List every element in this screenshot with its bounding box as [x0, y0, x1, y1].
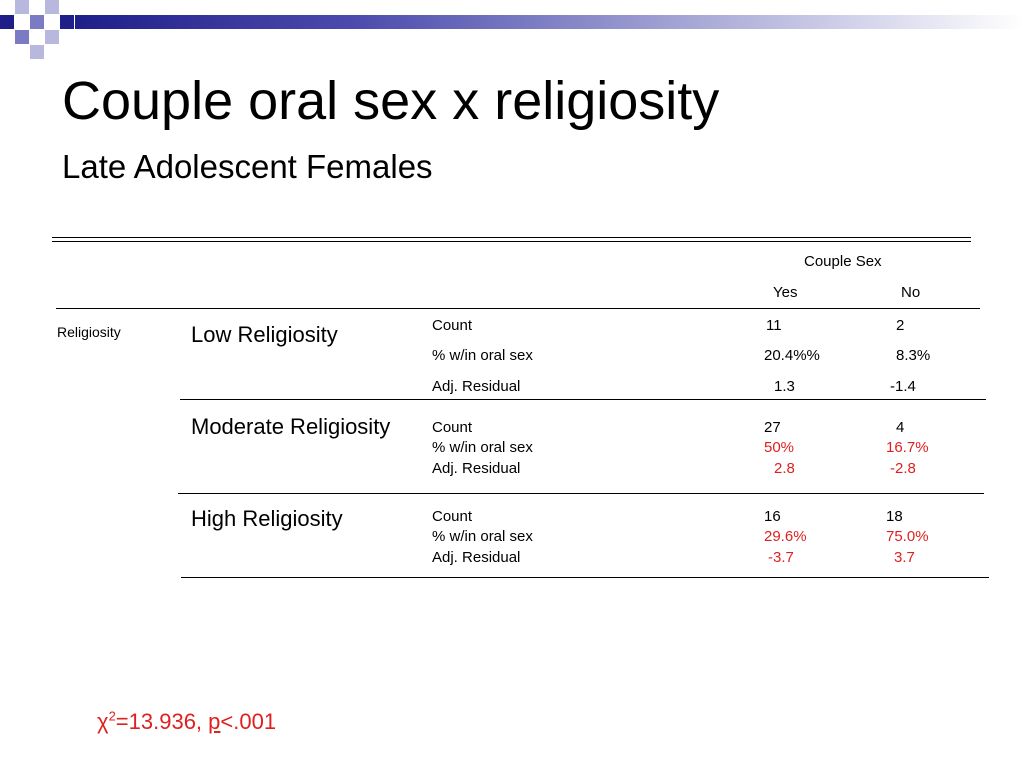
- group-label-high: High Religiosity: [191, 506, 343, 531]
- cell-no: -2.8: [890, 460, 916, 477]
- group-label-low: Low Religiosity: [191, 322, 338, 347]
- slide-subtitle: Late Adolescent Females: [62, 148, 433, 185]
- deco-square: [15, 0, 29, 14]
- cell-no: 3.7: [894, 549, 915, 566]
- header-rule: [56, 308, 980, 309]
- deco-square: [45, 30, 59, 44]
- table-bottom-rule: [181, 577, 989, 578]
- row-label: Adj. Residual: [432, 549, 521, 566]
- row-label: Count: [432, 508, 473, 525]
- cell-yes: -3.7: [768, 549, 794, 566]
- cell-yes: 1.3: [774, 378, 795, 395]
- cell-yes: 20.4%%: [764, 347, 820, 364]
- deco-square: [15, 30, 29, 44]
- group-divider: [178, 493, 984, 494]
- group-divider: [180, 399, 986, 400]
- cell-yes: 16: [764, 508, 781, 525]
- table-top-rule: [52, 241, 971, 242]
- cell-yes: 50%: [764, 439, 795, 456]
- p-value: <.001: [220, 709, 277, 734]
- deco-square: [0, 15, 14, 29]
- column-group-header: Couple Sex: [804, 253, 882, 270]
- header-gradient-bar: [75, 15, 1024, 29]
- cell-no: 18: [886, 508, 903, 525]
- row-label: Adj. Residual: [432, 378, 521, 395]
- chi-value: =13.936,: [115, 709, 209, 734]
- table-top-rule: [52, 237, 971, 238]
- row-label: % w/in oral sex: [432, 528, 533, 545]
- cell-yes: 27: [764, 419, 781, 436]
- column-header-yes: Yes: [773, 284, 798, 301]
- cell-yes: 11: [766, 317, 782, 334]
- cell-no: 4: [896, 419, 905, 436]
- chi-exponent: 2: [108, 708, 116, 724]
- row-label: Count: [432, 419, 473, 436]
- deco-square: [60, 15, 74, 29]
- cell-no: 2: [896, 317, 905, 334]
- p-letter: p: [208, 709, 221, 734]
- deco-square: [30, 45, 44, 59]
- row-label: % w/in oral sex: [432, 347, 533, 364]
- slide-title: Couple oral sex x religiosity: [62, 71, 720, 131]
- chi-symbol: χ: [97, 709, 109, 734]
- row-header-religiosity: Religiosity: [57, 324, 121, 340]
- cell-no: 8.3%: [896, 347, 931, 364]
- cell-no: 75.0%: [886, 528, 929, 545]
- column-header-no: No: [901, 284, 921, 301]
- deco-square: [45, 0, 59, 14]
- cell-yes: 29.6%: [764, 528, 807, 545]
- cell-yes: 2.8: [774, 460, 795, 477]
- row-label: Adj. Residual: [432, 460, 521, 477]
- group-label-moderate: Moderate Religiosity: [191, 414, 391, 439]
- cell-no: 16.7%: [886, 439, 929, 456]
- chi-square-statistic: χ2=13.936, p<.001: [97, 709, 276, 735]
- row-label: % w/in oral sex: [432, 439, 533, 456]
- cell-no: -1.4: [890, 378, 916, 395]
- row-label: Count: [432, 317, 473, 334]
- deco-square: [30, 15, 44, 29]
